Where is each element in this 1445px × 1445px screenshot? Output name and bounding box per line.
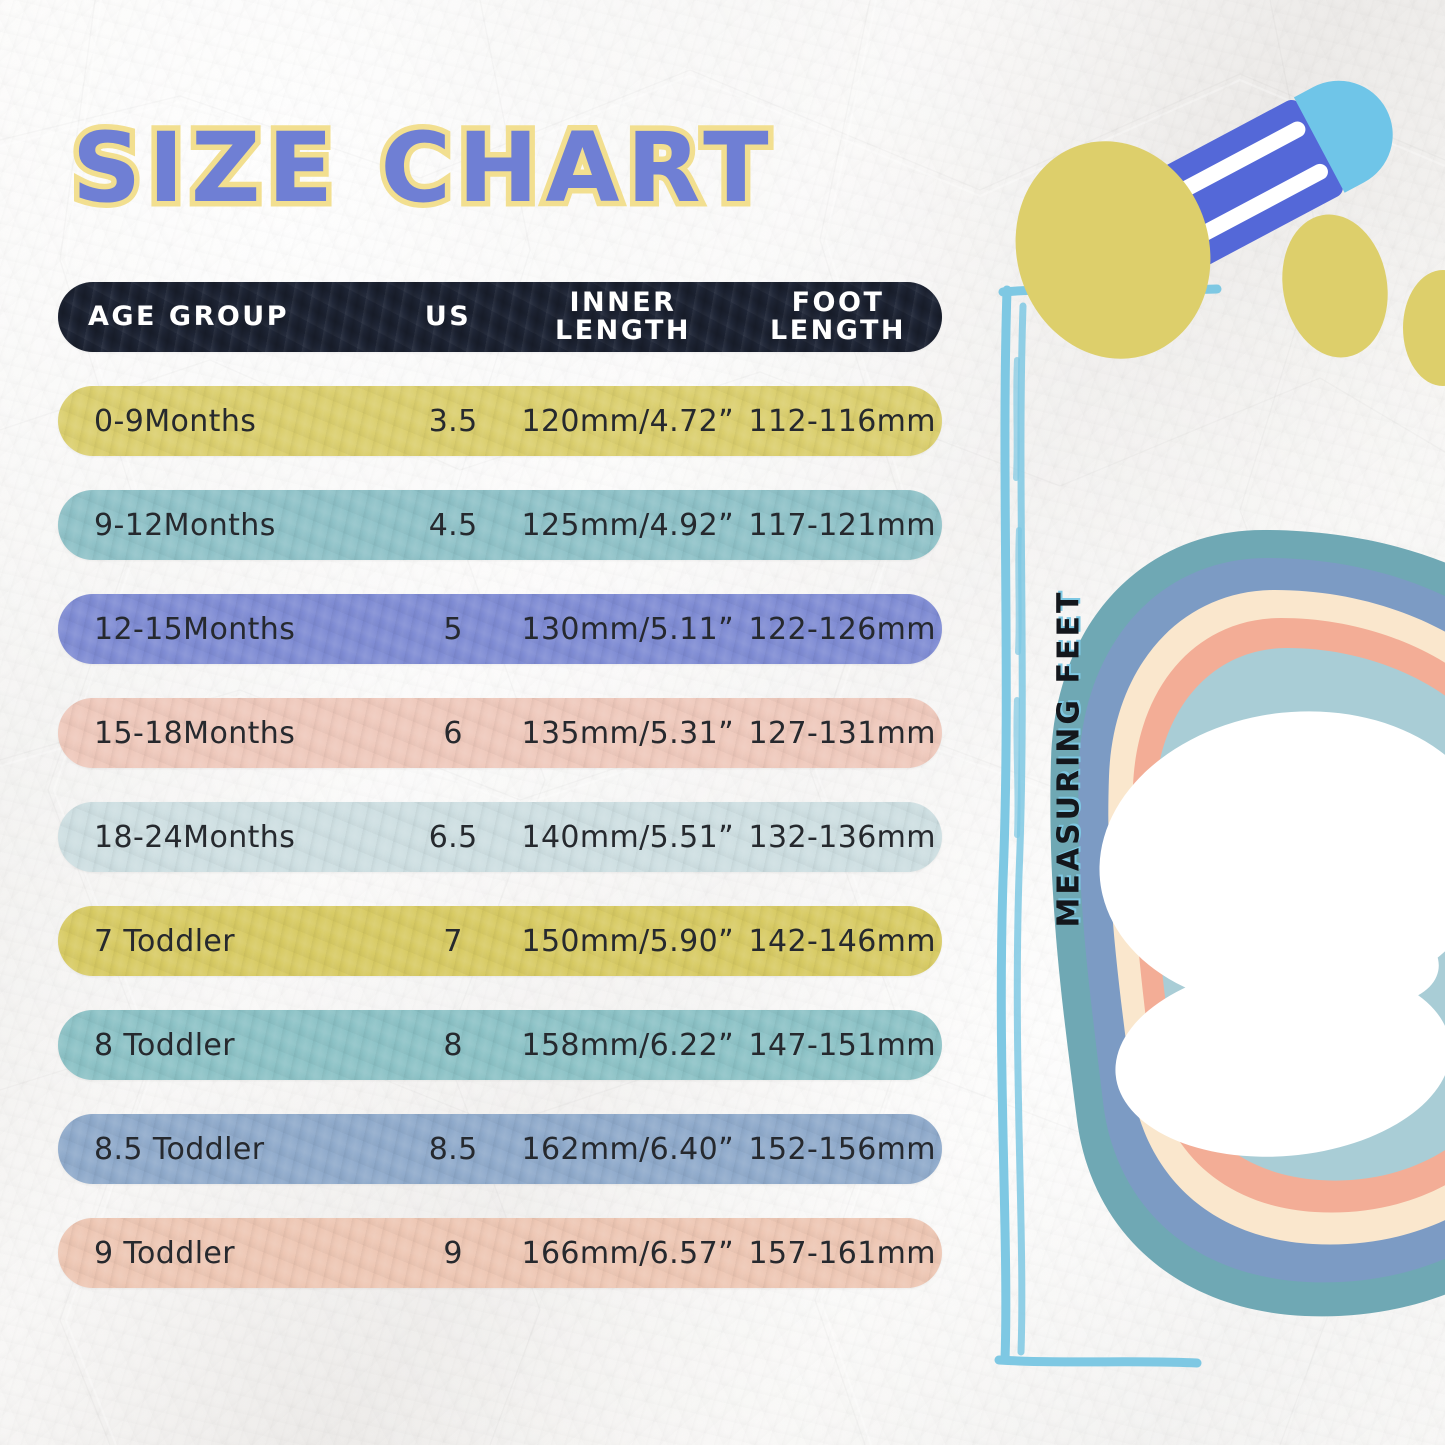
column-header-us: US xyxy=(424,300,472,332)
column-header-age-group: AGE GROUP xyxy=(88,300,290,332)
row-gap xyxy=(58,976,942,1010)
cell-us: 4.5 xyxy=(428,507,478,543)
cell-us: 6 xyxy=(443,715,463,751)
cell-us: 7 xyxy=(443,923,463,959)
cell-foot-length: 142-146mm xyxy=(748,923,936,959)
measuring-feet-label: MEASURING FEET xyxy=(1051,589,1087,928)
cell-age-group: 18-24Months xyxy=(94,819,296,855)
cell-inner-length: 150mm/5.90” xyxy=(521,923,735,959)
cell-inner-length: 135mm/5.31” xyxy=(521,715,735,751)
cell-inner-length: 120mm/4.72” xyxy=(521,403,735,439)
cell-inner-length: 166mm/6.57” xyxy=(521,1235,735,1271)
cell-age-group: 9 Toddler xyxy=(94,1235,236,1271)
cell-foot-length: 122-126mm xyxy=(748,611,936,647)
illustration-graphics xyxy=(994,80,1445,1368)
column-header-inner-length: INNER LENGTH xyxy=(508,286,738,346)
cell-us: 6.5 xyxy=(428,819,478,855)
row-gap xyxy=(58,560,942,594)
cell-age-group: 9-12Months xyxy=(94,507,276,543)
cell-foot-length: 117-121mm xyxy=(748,507,936,543)
cell-us: 5 xyxy=(443,611,463,647)
foot-toe-middle xyxy=(1169,810,1421,912)
edge-yellow-blob xyxy=(1403,270,1445,386)
column-header-foot-length-line1: FOOT xyxy=(791,286,885,318)
pencil-eraser xyxy=(1293,80,1393,193)
cell-age-group: 0-9Months xyxy=(94,403,257,439)
table-row: 9 Toddler 9 166mm/6.57” 157-161mm xyxy=(58,1218,942,1288)
cell-foot-length: 112-116mm xyxy=(748,403,936,439)
row-gap xyxy=(58,664,942,698)
cell-inner-length: 140mm/5.51” xyxy=(521,819,735,855)
table-row: 7 Toddler 7 150mm/5.90” 142-146mm xyxy=(58,906,942,976)
row-gap xyxy=(58,352,942,386)
cell-inner-length: 162mm/6.40” xyxy=(521,1131,735,1167)
table-row: 8.5 Toddler 8.5 162mm/6.40” 152-156mm xyxy=(58,1114,942,1184)
pencil-stripe-1 xyxy=(1162,121,1306,206)
cell-age-group: 7 Toddler xyxy=(94,923,236,959)
measuring-feet-illustration: MEASURING FEET xyxy=(945,60,1445,1400)
column-header-foot-length: FOOT LENGTH xyxy=(738,286,938,346)
cell-us: 8.5 xyxy=(428,1131,478,1167)
cell-foot-length: 127-131mm xyxy=(748,715,936,751)
table-row: 9-12Months 4.5 125mm/4.92” 117-121mm xyxy=(58,490,942,560)
cell-inner-length: 125mm/4.92” xyxy=(521,507,735,543)
cell-age-group: 12-15Months xyxy=(94,611,296,647)
table-row: 8 Toddler 8 158mm/6.22” 147-151mm xyxy=(58,1010,942,1080)
cell-us: 9 xyxy=(443,1235,463,1271)
cell-foot-length: 147-151mm xyxy=(748,1027,936,1063)
row-gap xyxy=(58,1080,942,1114)
page-title-text: SIZE CHART xyxy=(67,107,776,230)
table-row: 18-24Months 6.5 140mm/5.51” 132-136mm xyxy=(58,802,942,872)
page-title: SIZE CHART xyxy=(67,107,872,230)
cell-age-group: 8.5 Toddler xyxy=(94,1131,265,1167)
cell-age-group: 8 Toddler xyxy=(94,1027,236,1063)
cell-us: 3.5 xyxy=(428,403,478,439)
row-gap xyxy=(58,456,942,490)
row-gap xyxy=(58,872,942,906)
foot-white-shape xyxy=(1099,711,1445,1157)
table-row: 12-15Months 5 130mm/5.11” 122-126mm xyxy=(58,594,942,664)
column-header-inner-length-line2: LENGTH xyxy=(555,315,691,346)
cell-age-group: 15-18Months xyxy=(94,715,296,751)
small-yellow-blob xyxy=(1282,214,1388,358)
large-yellow-blob xyxy=(1015,141,1211,359)
table-row: 15-18Months 6 135mm/5.31” 127-131mm xyxy=(58,698,942,768)
cell-foot-length: 132-136mm xyxy=(748,819,936,855)
pencil-stripe-2 xyxy=(1184,163,1328,248)
table-row: 0-9Months 3.5 120mm/4.72” 112-116mm xyxy=(58,386,942,456)
row-gap xyxy=(58,1184,942,1218)
column-header-foot-length-line2: LENGTH xyxy=(770,315,906,346)
row-gap xyxy=(58,768,942,802)
cell-us: 8 xyxy=(443,1027,463,1063)
column-header-inner-length-line1: INNER xyxy=(569,286,677,318)
size-chart-table: AGE GROUP US INNER LENGTH FOOT LENGTH 0-… xyxy=(58,282,942,1288)
cell-inner-length: 158mm/6.22” xyxy=(521,1027,735,1063)
cell-inner-length: 130mm/5.11” xyxy=(521,611,735,647)
cell-foot-length: 152-156mm xyxy=(748,1131,936,1167)
cell-foot-length: 157-161mm xyxy=(748,1235,936,1271)
foot-heel xyxy=(1115,963,1445,1157)
table-header-row: AGE GROUP US INNER LENGTH FOOT LENGTH xyxy=(58,282,942,352)
